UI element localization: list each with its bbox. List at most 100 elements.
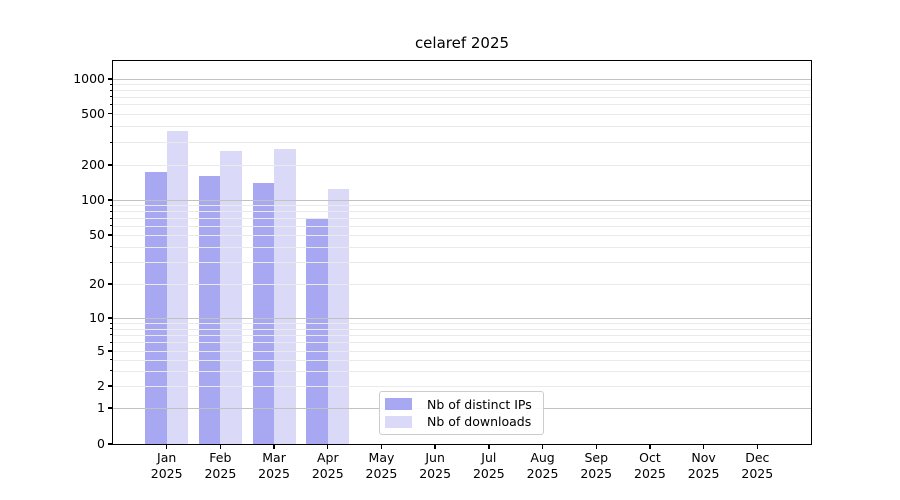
legend-label-distinct-ips: Nb of distinct IPs — [427, 396, 532, 412]
legend-label-downloads: Nb of downloads — [427, 414, 532, 430]
x-tick-label-nov: Nov 2025 — [687, 450, 720, 481]
minor-gridline — [113, 351, 811, 352]
minor-gridline — [113, 104, 811, 106]
y-tick — [108, 234, 113, 236]
legend-swatch-distinct-ips — [385, 398, 412, 411]
y-tick-label: 1000 — [73, 71, 105, 86]
y-tick — [108, 112, 113, 115]
bar-downloads-feb — [220, 151, 242, 444]
minor-gridline — [113, 96, 811, 98]
minor-gridline — [113, 342, 811, 344]
x-tick — [595, 444, 597, 449]
x-tick-label-feb: Feb 2025 — [204, 450, 237, 481]
y-tick — [108, 164, 113, 166]
x-tick — [488, 444, 490, 449]
y-minor-tick — [110, 83, 113, 85]
y-minor-tick — [110, 204, 113, 206]
minor-gridline — [113, 90, 811, 92]
x-tick-label-dec: Dec 2025 — [741, 450, 774, 481]
y-minor-tick — [110, 210, 113, 212]
x-tick — [434, 444, 436, 449]
bar-distinct-ips-jan — [145, 171, 167, 444]
minor-gridline — [113, 262, 811, 264]
y-tick — [108, 78, 113, 80]
major-gridline — [113, 200, 811, 201]
x-tick-label-jul: Jul 2025 — [472, 450, 505, 481]
x-tick-label-apr: Apr 2025 — [311, 450, 344, 481]
y-minor-tick — [110, 370, 113, 371]
minor-gridline — [113, 211, 811, 213]
y-tick-label: 0 — [97, 436, 105, 451]
legend-item-downloads: Nb of downloads — [385, 414, 537, 429]
minor-gridline — [113, 246, 811, 248]
x-tick — [649, 444, 651, 449]
minor-gridline — [113, 323, 811, 325]
x-tick — [219, 444, 222, 449]
x-tick-label-sep: Sep 2025 — [580, 450, 613, 481]
legend: Nb of distinct IPs Nb of downloads — [379, 391, 544, 435]
y-minor-tick — [110, 125, 113, 127]
y-minor-tick — [110, 328, 113, 330]
x-tick — [541, 444, 544, 449]
y-tick-label: 100 — [81, 192, 105, 207]
minor-gridline — [113, 205, 811, 207]
y-minor-tick — [110, 322, 113, 324]
minor-gridline — [113, 113, 811, 115]
y-tick-label: 200 — [81, 157, 105, 172]
y-tick — [108, 443, 113, 445]
minor-gridline — [113, 142, 811, 144]
plot-area: 0 1 2 5 10 20 50 100 200 500 1000 Jan 2025 Feb 2025 Mar… — [73, 60, 812, 481]
minor-gridline — [113, 235, 811, 236]
y-tick-label: 5 — [97, 343, 105, 358]
bar-downloads-mar — [274, 149, 296, 444]
legend-item-distinct-ips: Nb of distinct IPs — [385, 397, 537, 412]
bar-downloads-apr — [327, 188, 350, 444]
chart-title: celaref 2025 — [414, 34, 510, 52]
y-tick-label: 1 — [97, 400, 105, 415]
y-tick-label: 50 — [89, 227, 105, 242]
y-minor-tick — [110, 341, 113, 343]
y-tick — [108, 407, 113, 409]
y-tick — [108, 385, 113, 387]
y-minor-tick — [110, 217, 113, 219]
x-tick-label-jun: Jun 2025 — [419, 450, 452, 481]
major-gridline — [113, 318, 811, 319]
y-minor-tick — [110, 225, 113, 227]
minor-gridline — [113, 218, 811, 219]
minor-gridline — [113, 225, 811, 227]
y-minor-tick — [110, 261, 113, 263]
minor-gridline — [113, 334, 811, 336]
y-tick-label: 20 — [89, 276, 105, 291]
x-tick — [273, 444, 275, 449]
x-tick-label-aug: Aug 2025 — [526, 450, 559, 481]
y-minor-tick — [110, 103, 113, 105]
minor-gridline — [113, 386, 811, 387]
major-gridline — [113, 79, 811, 80]
y-minor-tick — [110, 89, 113, 91]
minor-gridline — [113, 84, 811, 86]
y-tick-label: 500 — [81, 105, 105, 121]
x-tick — [380, 444, 383, 449]
minor-gridline — [113, 370, 811, 372]
minor-gridline — [113, 165, 811, 166]
bar-distinct-ips-mar — [252, 183, 275, 444]
x-tick-label-jan: Jan 2025 — [150, 450, 183, 481]
x-tick — [327, 444, 329, 449]
y-minor-tick — [110, 96, 113, 98]
y-tick — [108, 350, 113, 352]
y-minor-tick — [110, 246, 113, 248]
y-minor-tick — [110, 141, 113, 143]
y-tick — [108, 317, 113, 319]
y-tick-label: 2 — [97, 378, 105, 393]
minor-gridline — [113, 359, 811, 361]
x-tick — [165, 444, 168, 449]
bar-downloads-jan — [166, 131, 189, 444]
y-minor-tick — [110, 359, 113, 361]
x-tick — [756, 444, 758, 449]
x-tick — [702, 444, 705, 449]
y-tick — [108, 283, 113, 285]
y-tick-label: 10 — [89, 310, 105, 325]
bar-distinct-ips-apr — [306, 218, 328, 444]
x-tick-label-may: May 2025 — [365, 450, 398, 481]
x-tick-label-oct: Oct 2025 — [634, 450, 666, 481]
